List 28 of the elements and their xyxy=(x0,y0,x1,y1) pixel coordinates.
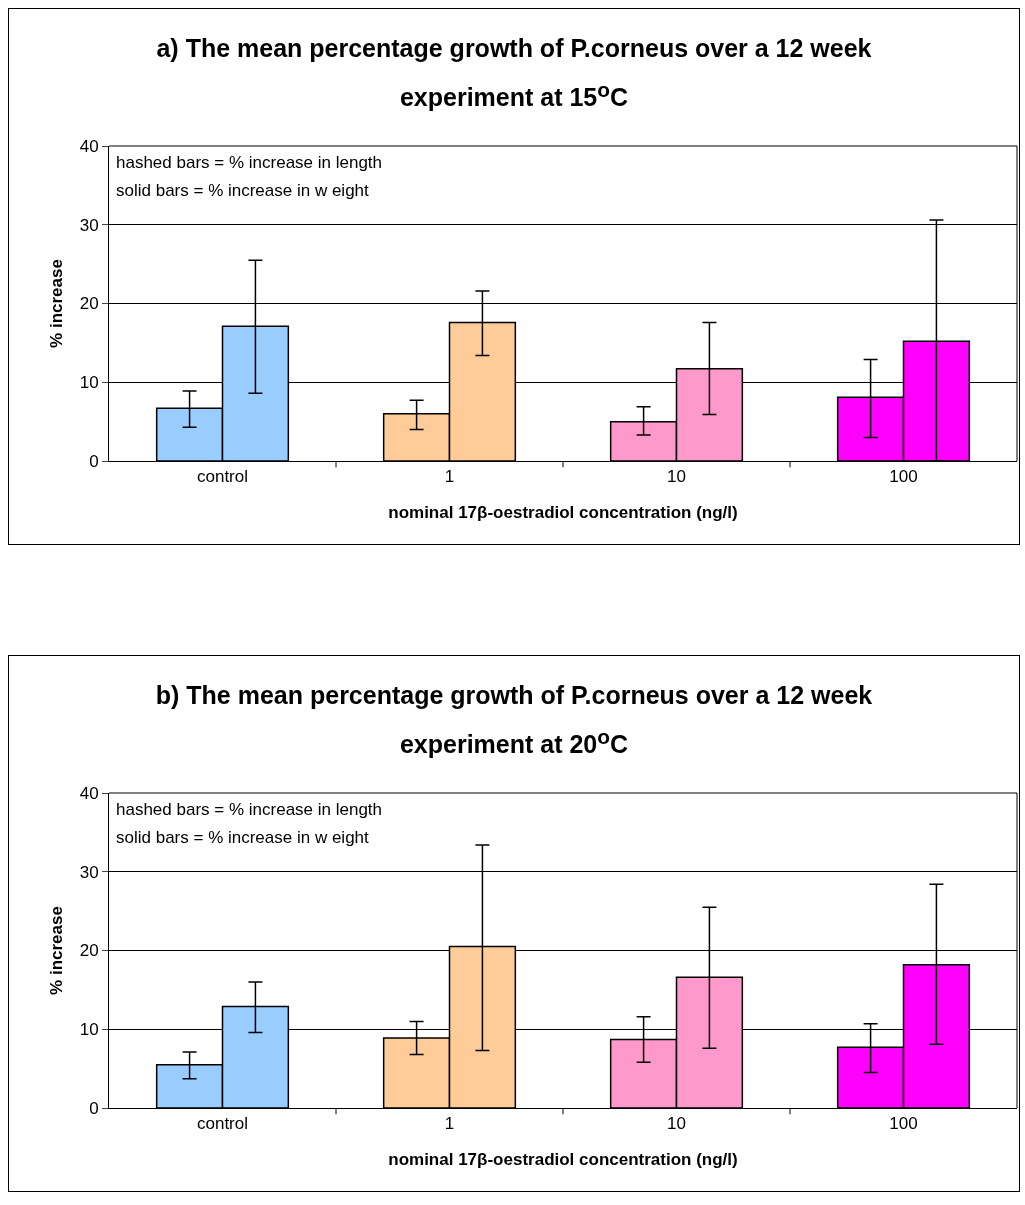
y-axis-title: % increase xyxy=(47,259,67,348)
annotation: hashed bars = % increase in length xyxy=(116,153,383,172)
annotation: hashed bars = % increase in length xyxy=(116,800,383,819)
y-tick-label: 30 xyxy=(79,862,99,882)
annotation: solid bars = % increase in w eight xyxy=(116,181,370,200)
y-tick-label: 20 xyxy=(79,294,99,314)
annotation: solid bars = % increase in w eight xyxy=(116,828,370,847)
y-tick-label: 0 xyxy=(89,451,99,471)
x-tick-label: 100 xyxy=(889,1114,918,1134)
x-tick-label: control xyxy=(196,1114,249,1134)
x-tick-label: 1 xyxy=(444,1114,455,1134)
y-tick-label: 40 xyxy=(79,136,99,156)
y-tick-label: 20 xyxy=(79,941,99,961)
x-tick-label: control xyxy=(196,467,249,487)
chart-title: a) The mean percentage growth of P.corneus over a 12 week experiment at 15$^{o}$C xyxy=(155,33,873,114)
y-tick-label: 0 xyxy=(89,1098,99,1118)
y-axis-title: % increase xyxy=(47,906,67,995)
x-tick-label: 1 xyxy=(444,467,455,487)
y-tick-label: 40 xyxy=(79,783,99,803)
x-axis-title: nominal 17β-oestradiol concentration (ng/l) xyxy=(388,502,738,522)
x-tick-label: 10 xyxy=(667,1114,686,1134)
y-tick-label: 10 xyxy=(79,373,99,393)
y-tick-label: 10 xyxy=(79,1020,99,1040)
x-axis-title: nominal 17β-oestradiol concentration (ng/l) xyxy=(388,1149,738,1169)
x-tick-label: 10 xyxy=(667,467,686,487)
y-tick-label: 30 xyxy=(79,215,99,235)
x-tick-label: 100 xyxy=(889,467,918,487)
chart-title: b) The mean percentage growth of P.corneus over a 12 week experiment at 20$^{o}$C xyxy=(154,680,874,761)
